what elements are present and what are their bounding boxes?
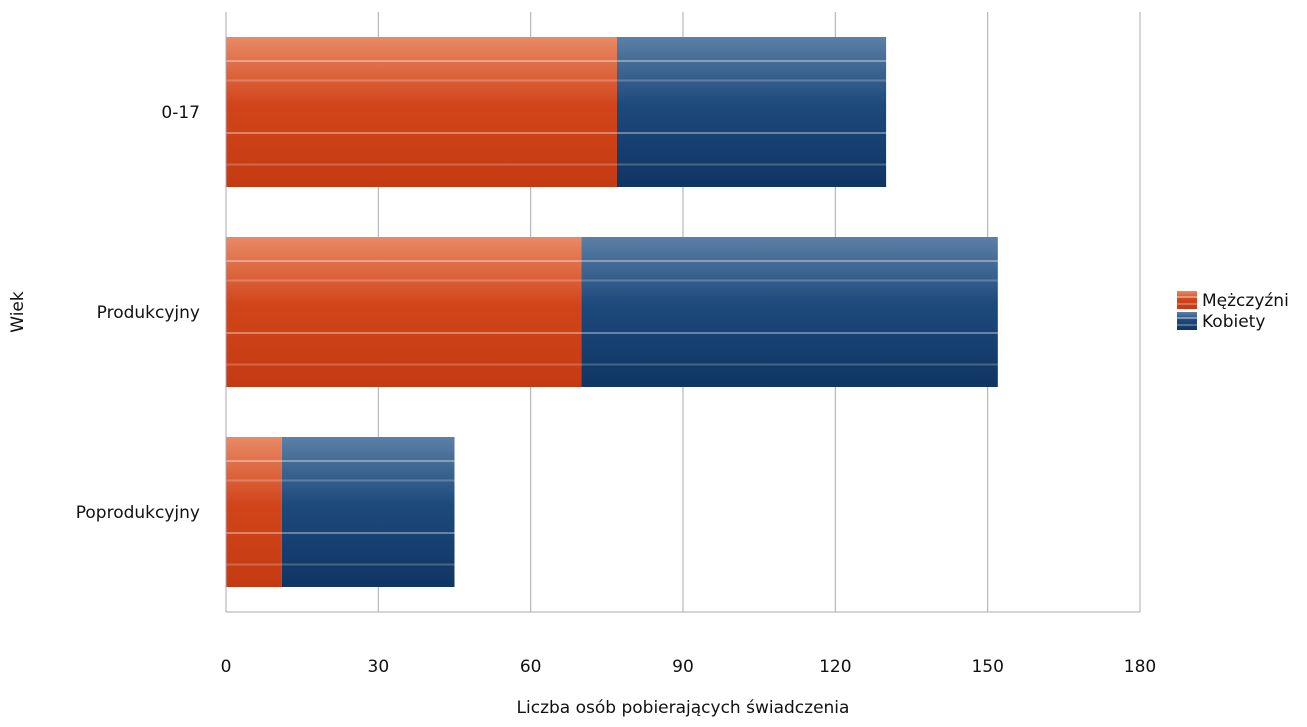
legend-swatch (1177, 312, 1197, 330)
bar-fill (581, 237, 998, 387)
legend-item: Mężczyźni (1177, 291, 1289, 311)
x-tick-label: 0 (221, 657, 232, 677)
bars (226, 37, 998, 587)
bar-fill (226, 437, 282, 587)
bar-fill (281, 437, 455, 587)
bar-fill (226, 37, 617, 187)
legend-label: Kobiety (1202, 312, 1265, 332)
y-tick-label: 0-17 (161, 103, 200, 123)
bar-segment (616, 37, 887, 187)
legend-item: Kobiety (1177, 312, 1265, 332)
bar-segment (581, 237, 998, 387)
bar-fill (616, 37, 887, 187)
legend-swatch (1177, 291, 1197, 309)
bar-segment (226, 37, 617, 187)
x-tick-label: 150 (971, 657, 1003, 677)
y-tick-label: Poprodukcyjny (76, 503, 200, 523)
bar-segment (226, 237, 582, 387)
x-tick-label: 90 (672, 657, 694, 677)
legend-label: Mężczyźni (1202, 291, 1289, 311)
x-tick-label: 60 (520, 657, 542, 677)
bar-segment (281, 437, 455, 587)
y-tick-label: Produkcyjny (97, 303, 200, 323)
x-axis-title: Liczba osób pobierających świadczenia (517, 698, 850, 718)
x-tick-label: 180 (1124, 657, 1156, 677)
axes: 0 30 60 90 120 150 180 0-17 Produkcyjny Poprodukc… (76, 12, 1156, 677)
bar-segment (226, 437, 282, 587)
bar-fill (226, 237, 582, 387)
x-tick-label: 30 (368, 657, 390, 677)
y-axis-title: Wiek (8, 291, 28, 333)
x-tick-label: 120 (819, 657, 851, 677)
